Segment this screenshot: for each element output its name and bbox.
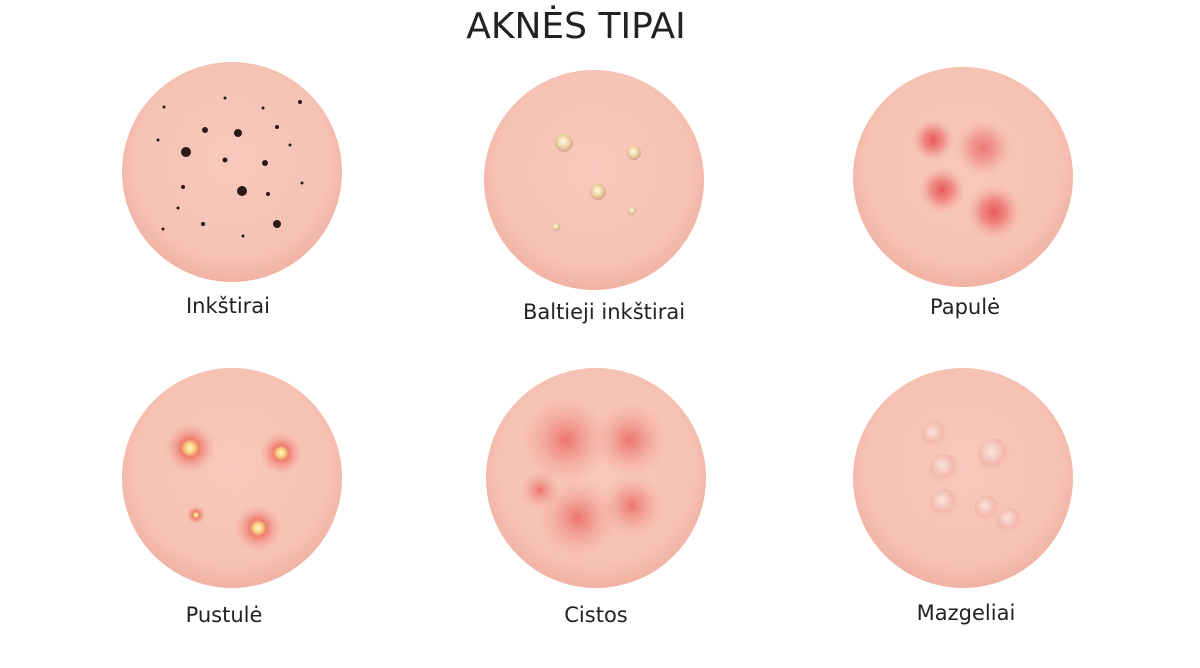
title: AKNĖS TIPAI	[466, 5, 685, 47]
item-label: Mazgeliai	[917, 601, 1016, 625]
cysts-illustration	[486, 368, 706, 588]
papules-illustration	[853, 67, 1073, 287]
item-label: Pustulė	[186, 603, 263, 627]
item-label: Papulė	[930, 295, 1000, 319]
item-label: Baltieji inkštirai	[523, 300, 685, 324]
whiteheads-illustration	[484, 70, 704, 290]
blackheads-illustration	[122, 62, 342, 282]
item-label: Cistos	[564, 603, 627, 627]
item-label: Inkštirai	[186, 294, 270, 318]
pustules-illustration	[122, 368, 342, 588]
nodules-illustration	[853, 368, 1073, 588]
